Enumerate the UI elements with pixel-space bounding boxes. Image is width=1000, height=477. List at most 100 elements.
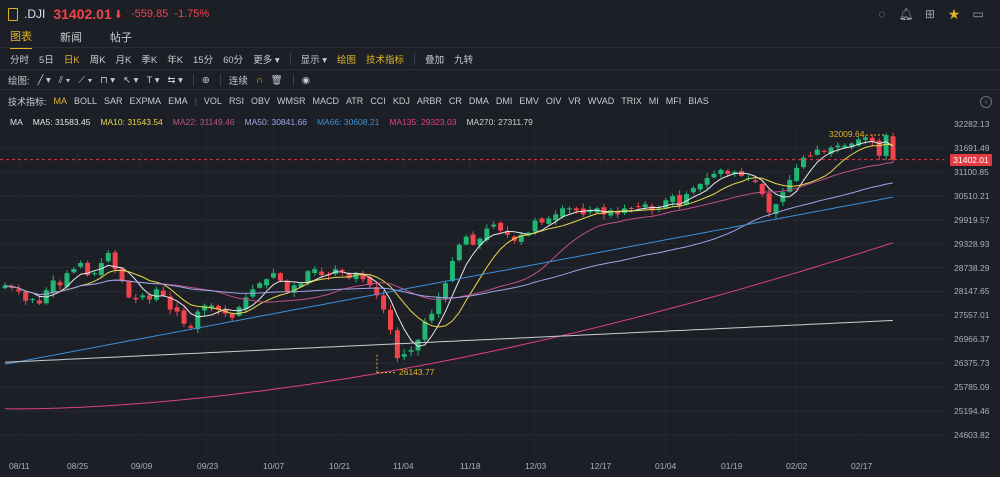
connect-toggle[interactable]: 连续 bbox=[228, 76, 248, 87]
grid-icon[interactable]: ⊞ bbox=[924, 7, 936, 21]
period-day-k[interactable]: 日K bbox=[63, 55, 80, 66]
trash-icon[interactable]: 🗑︎ bbox=[270, 74, 283, 86]
candle-body bbox=[360, 273, 366, 280]
tab-news[interactable]: 新闻 bbox=[60, 31, 82, 44]
indicator-mfi[interactable]: MFI bbox=[665, 96, 682, 106]
candle-body bbox=[690, 188, 696, 193]
period-more[interactable]: 更多 ▾ bbox=[253, 55, 280, 66]
tab-posts[interactable]: 帖子 bbox=[110, 31, 132, 44]
indicator-mi[interactable]: MI bbox=[648, 96, 659, 106]
candle-body bbox=[677, 194, 683, 207]
candle-body bbox=[112, 252, 118, 270]
indicator-kdj[interactable]: KDJ bbox=[392, 96, 410, 106]
overlay-button[interactable]: 叠加 bbox=[425, 55, 445, 66]
indicator-trix[interactable]: TRIX bbox=[621, 96, 642, 106]
collapse-icon[interactable]: ‹ bbox=[980, 96, 992, 108]
draw-toggle[interactable]: 绘图 bbox=[337, 55, 357, 66]
parallel-tool-icon[interactable]: ⫽ ▾ bbox=[58, 74, 71, 86]
indicator-dmi[interactable]: DMI bbox=[495, 96, 513, 106]
candle-body bbox=[153, 289, 159, 300]
separator bbox=[219, 74, 221, 86]
period-5day[interactable]: 5日 bbox=[39, 55, 54, 66]
indicator-ema[interactable]: EMA bbox=[168, 96, 188, 106]
candle-body bbox=[456, 244, 462, 261]
candle-body bbox=[697, 184, 703, 190]
indicator-bias[interactable]: BIAS bbox=[688, 96, 709, 106]
magnet-icon[interactable]: ∩ bbox=[255, 74, 263, 86]
indicator-cci[interactable]: CCI bbox=[370, 96, 386, 106]
channel-tool-icon[interactable]: ⟋ ▾ bbox=[78, 74, 93, 86]
candle-body bbox=[449, 260, 455, 281]
line-tool-icon[interactable]: ╱ ▾ bbox=[37, 74, 51, 86]
tools-divider bbox=[0, 89, 1000, 90]
indicator-sar[interactable]: SAR bbox=[104, 96, 123, 106]
candle-body bbox=[339, 269, 345, 272]
bell-icon[interactable]: 🔔︎ bbox=[898, 7, 914, 21]
indicator-atr[interactable]: ATR bbox=[345, 96, 364, 106]
tech-indicator-toggle[interactable]: 技术指标 bbox=[366, 55, 405, 66]
candle-body bbox=[64, 273, 70, 287]
star-icon[interactable]: ★ bbox=[947, 5, 961, 22]
period-intraday[interactable]: 分时 bbox=[10, 55, 30, 66]
y-tick-label: 29328.93 bbox=[954, 238, 990, 249]
period-year-k[interactable]: 年K bbox=[167, 55, 184, 66]
candlestick-chart[interactable] bbox=[0, 128, 944, 458]
indicator-oiv[interactable]: OIV bbox=[545, 96, 562, 106]
indicator-arbr[interactable]: ARBR bbox=[416, 96, 442, 106]
period-quarter-k[interactable]: 季K bbox=[141, 55, 158, 66]
period-15min[interactable]: 15分 bbox=[193, 55, 214, 66]
nine-turn-button[interactable]: 九转 bbox=[454, 55, 474, 66]
candle-body bbox=[807, 155, 813, 157]
indicator-wvad[interactable]: WVAD bbox=[587, 96, 615, 106]
eye-icon[interactable]: ◉ bbox=[301, 74, 311, 86]
y-tick-label: 27557.01 bbox=[954, 310, 990, 321]
quote-header: .DJI 31402.01 ⬇ -559.85 -1.75% ◌ 🔔︎ ⊞ ★ … bbox=[0, 0, 1000, 28]
display-menu[interactable]: 显示 ▾ bbox=[300, 55, 328, 66]
text-tool-icon[interactable]: T ▾ bbox=[146, 74, 160, 86]
down-arrow-icon: ⬇ bbox=[113, 8, 123, 21]
indicator-boll[interactable]: BOLL bbox=[74, 96, 98, 106]
indicator-ma[interactable]: MA bbox=[53, 96, 68, 106]
indicator-vr[interactable]: VR bbox=[568, 96, 581, 106]
candle-body bbox=[470, 234, 476, 245]
settings-circle-icon[interactable]: ◌ bbox=[878, 7, 886, 21]
indicator-emv[interactable]: EMV bbox=[519, 96, 539, 106]
indicator-cr[interactable]: CR bbox=[448, 96, 462, 106]
indicator-expma[interactable]: EXPMA bbox=[129, 96, 162, 106]
fib-tool-icon[interactable]: ⊓ ▾ bbox=[100, 74, 116, 86]
indicator-vol[interactable]: VOL bbox=[203, 96, 222, 106]
candle-body bbox=[821, 150, 827, 152]
y-tick-label: 26966.37 bbox=[954, 334, 990, 345]
candle-body bbox=[202, 305, 208, 311]
arrow-tool-icon[interactable]: ↖ ▾ bbox=[123, 74, 139, 86]
tab-chart[interactable]: 图表 bbox=[10, 28, 32, 49]
period-60min[interactable]: 60分 bbox=[223, 55, 244, 66]
candle-body bbox=[209, 305, 215, 308]
window-icon[interactable]: ▭ bbox=[972, 7, 984, 21]
zoom-icon[interactable]: ⊕ bbox=[201, 74, 210, 86]
symbol-flag-icon bbox=[8, 7, 18, 21]
x-tick-label: 02/02 bbox=[786, 461, 808, 471]
x-tick-label: 01/04 bbox=[655, 461, 677, 471]
indicator-wmsr[interactable]: WMSR bbox=[276, 96, 306, 106]
tabs-divider bbox=[0, 47, 1000, 48]
indicator-obv[interactable]: OBV bbox=[250, 96, 270, 106]
period-bar: 分时 5日 日K 周K 月K 季K 年K 15分 60分 更多 ▾ 显示 ▾ 绘… bbox=[0, 49, 1000, 69]
candle-body bbox=[601, 207, 607, 215]
candle-body bbox=[429, 313, 435, 321]
indicator-macd[interactable]: MACD bbox=[312, 96, 339, 106]
symbol-name: .DJI bbox=[24, 7, 46, 21]
measure-tool-icon[interactable]: ⇆ ▾ bbox=[167, 74, 183, 86]
candle-body bbox=[181, 310, 187, 324]
period-month-k[interactable]: 月K bbox=[115, 55, 132, 66]
candle-body bbox=[133, 297, 139, 300]
candle-body bbox=[525, 232, 531, 236]
indicator-dma[interactable]: DMA bbox=[468, 96, 489, 106]
candle-body bbox=[842, 145, 848, 148]
indicator-rsi[interactable]: RSI bbox=[228, 96, 244, 106]
candle-body bbox=[319, 271, 325, 276]
period-week-k[interactable]: 周K bbox=[89, 55, 106, 66]
y-axis: 32282.13 31691.49 31100.85 30510.21 29919.57… bbox=[944, 119, 1000, 458]
price-change: -559.85 bbox=[130, 8, 169, 20]
y-tick-label: 25785.09 bbox=[954, 382, 990, 393]
